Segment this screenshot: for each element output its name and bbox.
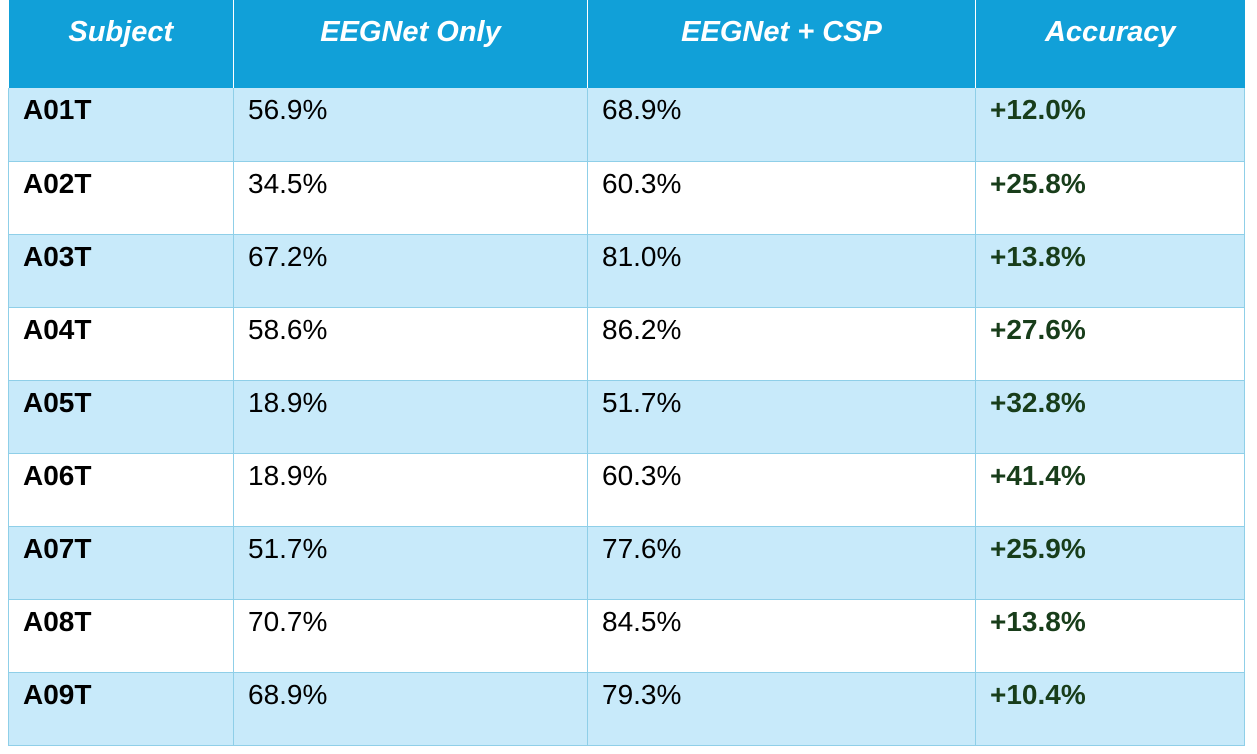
accuracy-gain-cell: +25.8% (975, 161, 1245, 235)
eegnet-csp-cell: 68.9% (587, 88, 976, 162)
table-row: A06T 18.9% 60.3% +41.4% (8, 453, 1245, 527)
eegnet-csp-cell: 60.3% (587, 453, 976, 527)
header-row: Subject EEGNet Only EEGNet + CSP Accurac… (8, 0, 1245, 88)
accuracy-gain-cell: +27.6% (975, 307, 1245, 381)
subject-cell: A01T (8, 88, 234, 162)
accuracy-gain-cell: +12.0% (975, 88, 1245, 162)
subject-cell: A07T (8, 526, 234, 600)
eegnet-csp-cell: 81.0% (587, 234, 976, 308)
accuracy-gain-cell: +10.4% (975, 672, 1245, 746)
eegnet-only-cell: 68.9% (233, 672, 588, 746)
header-eegnet-csp: EEGNet + CSP (587, 0, 976, 88)
table-body: A01T 56.9% 68.9% +12.0% A02T 34.5% 60.3% +25.8%… (8, 88, 1245, 746)
eegnet-only-cell: 70.7% (233, 599, 588, 673)
accuracy-gain-cell: +13.8% (975, 234, 1245, 308)
table-header: Subject EEGNet Only EEGNet + CSP Accurac… (8, 0, 1245, 88)
accuracy-gain-cell: +13.8% (975, 599, 1245, 673)
header-eegnet-only: EEGNet Only (233, 0, 588, 88)
eegnet-only-cell: 51.7% (233, 526, 588, 600)
subject-cell: A06T (8, 453, 234, 527)
eegnet-only-cell: 58.6% (233, 307, 588, 381)
accuracy-gain-cell: +25.9% (975, 526, 1245, 600)
results-table-container: Subject EEGNet Only EEGNet + CSP Accurac… (8, 0, 1245, 746)
table-row: A07T 51.7% 77.6% +25.9% (8, 526, 1245, 600)
eegnet-only-cell: 18.9% (233, 380, 588, 454)
table-row: A01T 56.9% 68.9% +12.0% (8, 88, 1245, 162)
table-row: A02T 34.5% 60.3% +25.8% (8, 161, 1245, 235)
eegnet-only-cell: 34.5% (233, 161, 588, 235)
eegnet-only-cell: 56.9% (233, 88, 588, 162)
table-row: A04T 58.6% 86.2% +27.6% (8, 307, 1245, 381)
header-accuracy: Accuracy (975, 0, 1245, 88)
subject-cell: A03T (8, 234, 234, 308)
accuracy-gain-cell: +32.8% (975, 380, 1245, 454)
table-row: A09T 68.9% 79.3% +10.4% (8, 672, 1245, 746)
subject-cell: A04T (8, 307, 234, 381)
subject-cell: A09T (8, 672, 234, 746)
eegnet-csp-cell: 84.5% (587, 599, 976, 673)
header-subject: Subject (8, 0, 234, 88)
subject-cell: A02T (8, 161, 234, 235)
table-row: A05T 18.9% 51.7% +32.8% (8, 380, 1245, 454)
results-table: Subject EEGNet Only EEGNet + CSP Accurac… (8, 0, 1245, 746)
eegnet-csp-cell: 51.7% (587, 380, 976, 454)
eegnet-csp-cell: 77.6% (587, 526, 976, 600)
eegnet-csp-cell: 60.3% (587, 161, 976, 235)
eegnet-csp-cell: 86.2% (587, 307, 976, 381)
eegnet-only-cell: 18.9% (233, 453, 588, 527)
eegnet-only-cell: 67.2% (233, 234, 588, 308)
accuracy-gain-cell: +41.4% (975, 453, 1245, 527)
eegnet-csp-cell: 79.3% (587, 672, 976, 746)
table-row: A08T 70.7% 84.5% +13.8% (8, 599, 1245, 673)
table-row: A03T 67.2% 81.0% +13.8% (8, 234, 1245, 308)
subject-cell: A05T (8, 380, 234, 454)
subject-cell: A08T (8, 599, 234, 673)
